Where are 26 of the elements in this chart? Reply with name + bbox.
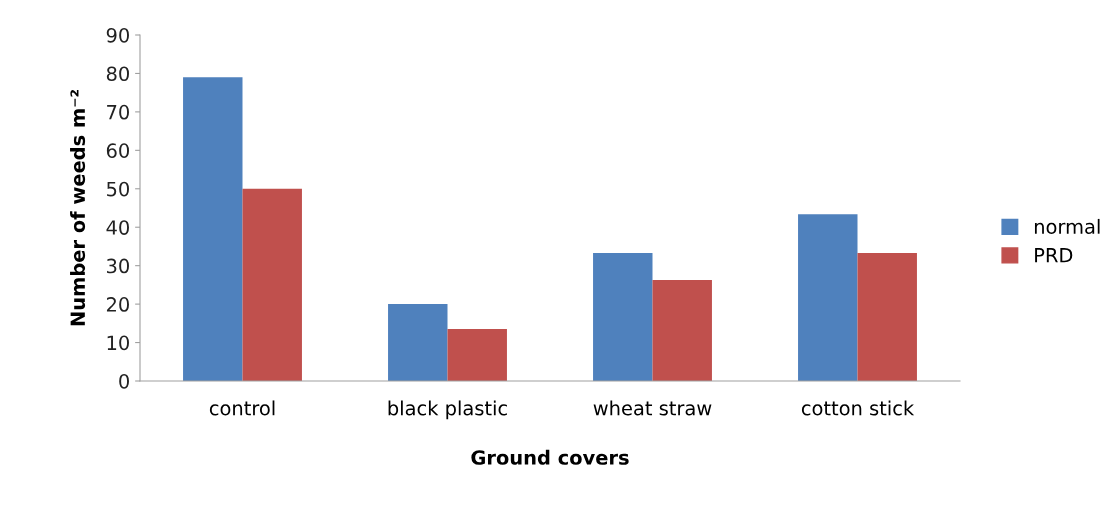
y-tick-label: 0 [119, 373, 129, 389]
y-tick-label: 20 [106, 297, 129, 312]
bar [447, 329, 507, 381]
y-tick-label: 80 [106, 66, 129, 82]
bar [593, 252, 653, 381]
bar [242, 188, 302, 381]
x-tick-label: cotton stick [801, 400, 915, 416]
y-tick-label: 40 [106, 220, 129, 235]
y-tick-label: 50 [107, 181, 129, 197]
bar [388, 304, 448, 381]
y-tick-label: 90 [106, 27, 129, 43]
x-tick-label: wheat straw [593, 400, 712, 416]
y-tick-label: 10 [107, 335, 129, 351]
y-axis-title: Number of weeds m⁻² [70, 90, 86, 326]
bar [183, 77, 243, 381]
bar [798, 214, 858, 381]
x-tick-label: black plastic [388, 400, 507, 420]
legend-label: normal [1034, 218, 1100, 234]
y-tick-label: 60 [106, 143, 129, 158]
x-tick-label: control [209, 400, 275, 416]
legend-label: PRD [1035, 248, 1073, 263]
x-axis-title: Ground covers [471, 449, 629, 465]
bar [652, 279, 712, 381]
bar [857, 252, 917, 381]
y-tick-label: 70 [107, 104, 129, 120]
y-tick-label: 30 [107, 258, 129, 274]
